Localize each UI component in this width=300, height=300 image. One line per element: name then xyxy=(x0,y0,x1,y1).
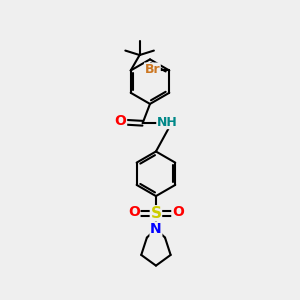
Text: Br: Br xyxy=(145,63,160,76)
Text: N: N xyxy=(150,222,162,236)
Text: NH: NH xyxy=(157,116,178,129)
Text: O: O xyxy=(128,206,140,219)
Text: O: O xyxy=(115,115,127,128)
Text: O: O xyxy=(172,206,184,219)
Text: S: S xyxy=(150,206,161,221)
